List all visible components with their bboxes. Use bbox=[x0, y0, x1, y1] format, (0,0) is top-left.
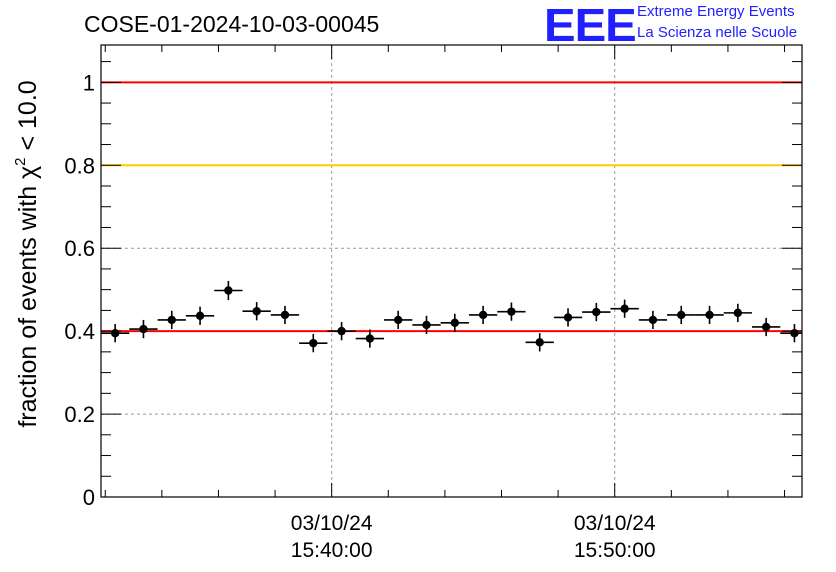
x-tick-label-time: 15:40:00 bbox=[291, 539, 373, 562]
data-point bbox=[110, 329, 120, 338]
data-point bbox=[790, 329, 799, 338]
x-tick-label-date: 03/10/24 bbox=[574, 512, 656, 535]
data-point bbox=[620, 304, 629, 313]
data-point bbox=[224, 286, 233, 295]
data-point bbox=[705, 310, 714, 320]
data-point bbox=[535, 338, 544, 347]
y-tick-label: 0.6 bbox=[64, 236, 95, 261]
data-point bbox=[592, 307, 601, 317]
data-point bbox=[280, 310, 290, 320]
data-point bbox=[393, 315, 403, 325]
data-point bbox=[563, 313, 573, 322]
data-point bbox=[167, 315, 176, 325]
data-point bbox=[648, 315, 658, 325]
y-tick-label: 0.4 bbox=[64, 319, 95, 344]
data-point bbox=[422, 320, 431, 330]
data-point bbox=[195, 311, 205, 320]
y-tick-label: 0.8 bbox=[64, 153, 95, 178]
y-axis-label-suffix: < 10.0 bbox=[14, 80, 42, 157]
data-point bbox=[139, 324, 148, 334]
data-point bbox=[365, 334, 375, 343]
axis-ticks bbox=[101, 45, 802, 498]
data-point bbox=[252, 307, 261, 316]
grid-layer bbox=[101, 45, 802, 497]
data-point bbox=[677, 310, 686, 320]
data-point bbox=[733, 308, 743, 318]
data-point bbox=[761, 322, 771, 332]
logo-line1: Extreme Energy Events bbox=[637, 3, 795, 20]
data-point bbox=[309, 338, 318, 348]
data-point bbox=[478, 310, 488, 320]
x-tick-label-time: 15:50:00 bbox=[574, 539, 656, 562]
y-axis-label: fraction of events with χ2 < 10.0 bbox=[12, 80, 42, 427]
plot-frame bbox=[100, 44, 803, 498]
logo-mark: EEE bbox=[544, 0, 637, 51]
chart-title: COSE-01-2024-10-03-00045 bbox=[84, 11, 380, 37]
y-tick-label: 1 bbox=[83, 70, 95, 95]
y-tick-label: 0 bbox=[83, 485, 95, 510]
logo-line2: La Scienza nelle Scuole bbox=[637, 24, 798, 41]
data-point bbox=[450, 318, 460, 328]
x-tick-label-date: 03/10/24 bbox=[291, 512, 373, 535]
y-axis-label-superscript: 2 bbox=[12, 157, 29, 165]
data-point bbox=[507, 307, 516, 316]
data-point bbox=[337, 326, 346, 336]
y-axis-label-symbol: χ bbox=[14, 166, 42, 179]
y-tick-label: 0.2 bbox=[64, 402, 95, 427]
y-axis-label-prefix: fraction of events with bbox=[14, 179, 42, 428]
data-series bbox=[101, 280, 802, 353]
tick-labels: 0 0.2 0.4 0.6 0.8 1 03/10/24 15:40:00 03/10/24 15… bbox=[64, 70, 656, 562]
reference-lines bbox=[101, 81, 802, 333]
